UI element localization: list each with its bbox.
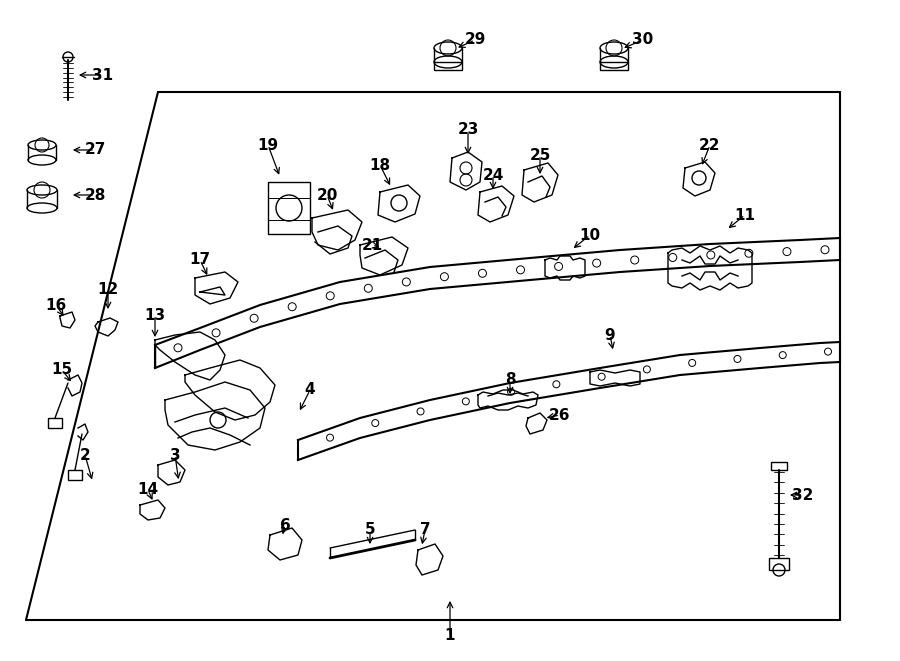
Text: 28: 28 <box>85 188 105 202</box>
Text: 16: 16 <box>45 297 67 313</box>
Text: 26: 26 <box>549 407 571 422</box>
Text: 17: 17 <box>189 253 211 268</box>
Text: 22: 22 <box>699 137 721 153</box>
Text: 21: 21 <box>362 237 382 253</box>
Text: 18: 18 <box>369 157 391 173</box>
Text: 24: 24 <box>482 167 504 182</box>
Text: 32: 32 <box>792 488 814 502</box>
Bar <box>771 462 787 470</box>
Bar <box>769 558 789 570</box>
Text: 8: 8 <box>505 373 516 387</box>
Text: 20: 20 <box>316 188 338 202</box>
Text: 10: 10 <box>580 227 600 243</box>
Text: 27: 27 <box>85 143 105 157</box>
Bar <box>48 418 62 428</box>
Bar <box>68 470 82 480</box>
Text: 3: 3 <box>170 447 180 463</box>
Text: 9: 9 <box>605 327 616 342</box>
Text: 1: 1 <box>445 627 455 642</box>
Text: 29: 29 <box>464 32 486 48</box>
Text: 31: 31 <box>93 67 113 83</box>
Text: 2: 2 <box>79 447 90 463</box>
Text: 25: 25 <box>529 147 551 163</box>
Circle shape <box>63 52 73 62</box>
Text: 19: 19 <box>257 137 279 153</box>
Bar <box>434 62 462 70</box>
Text: 7: 7 <box>419 522 430 537</box>
Text: 5: 5 <box>364 522 375 537</box>
Text: 6: 6 <box>280 518 291 533</box>
Text: 23: 23 <box>457 122 479 137</box>
Bar <box>268 182 310 234</box>
Text: 14: 14 <box>138 483 158 498</box>
Text: 11: 11 <box>734 208 755 223</box>
Text: 4: 4 <box>305 383 315 397</box>
Text: 13: 13 <box>144 307 166 323</box>
Text: 12: 12 <box>97 282 119 297</box>
Text: 30: 30 <box>633 32 653 48</box>
Text: 15: 15 <box>51 362 73 377</box>
Bar <box>600 62 628 70</box>
